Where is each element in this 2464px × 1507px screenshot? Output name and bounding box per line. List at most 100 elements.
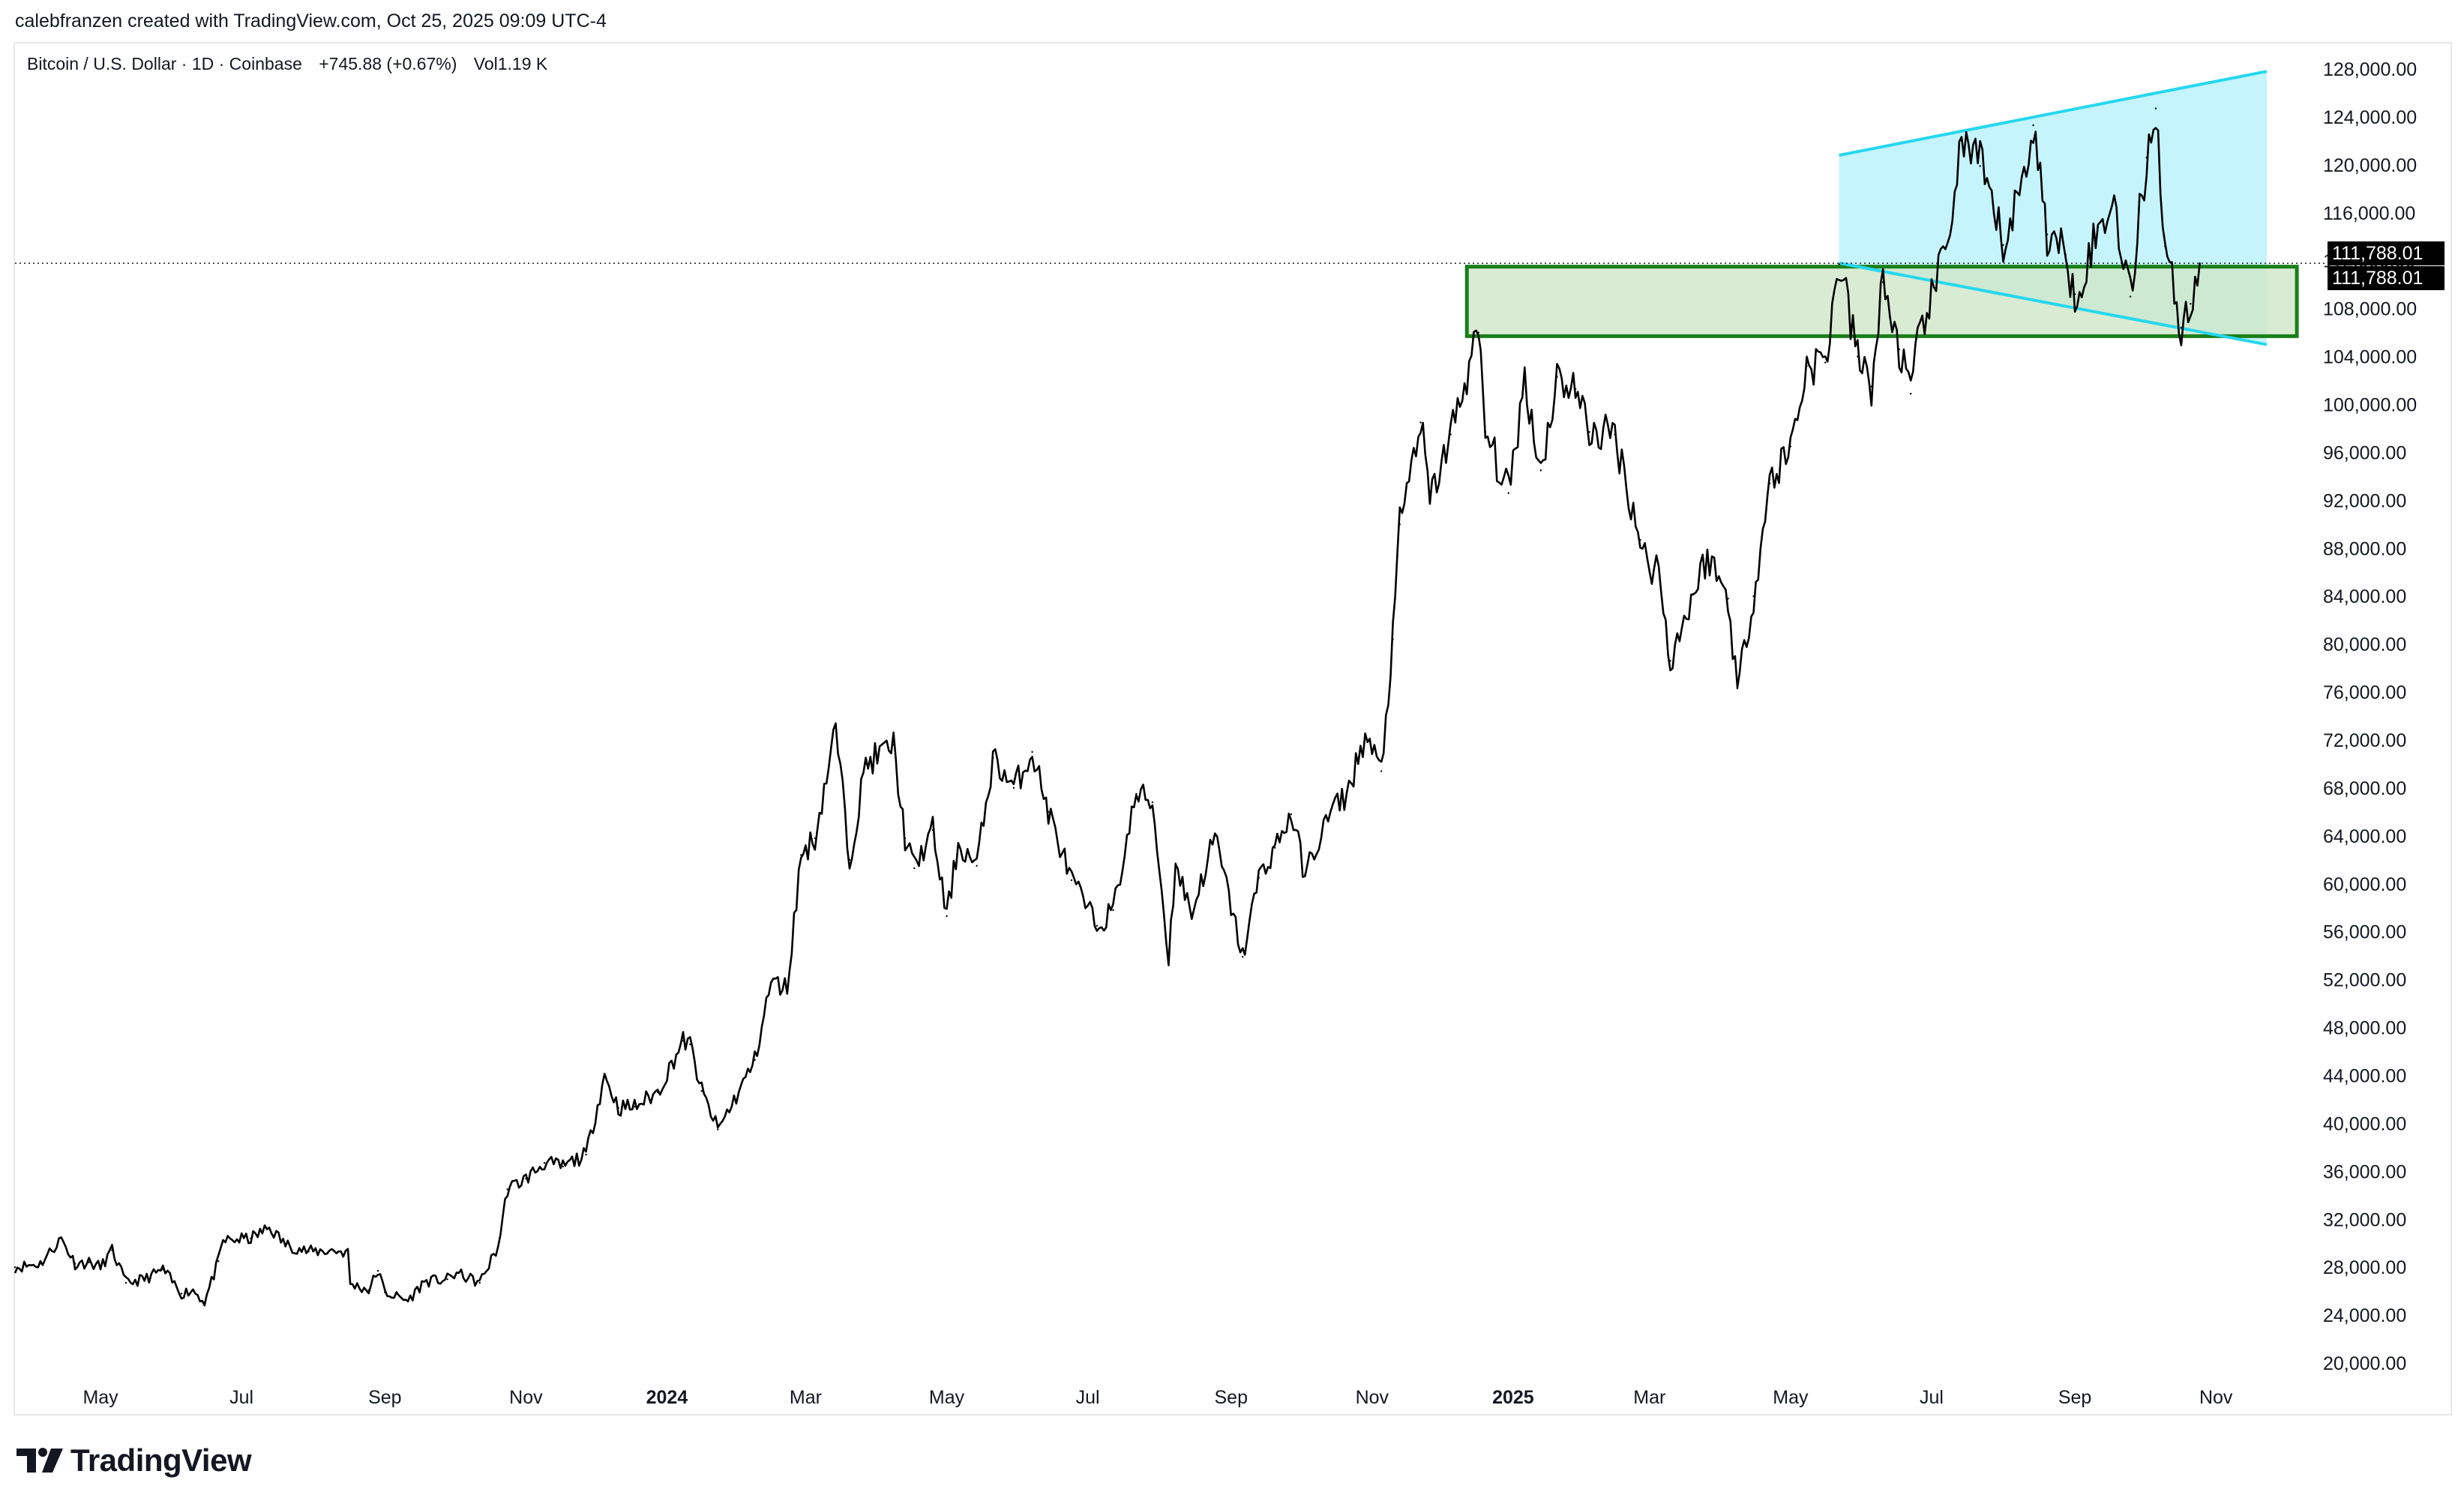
price-point: [1806, 365, 1808, 367]
price-point: [1870, 385, 1872, 388]
price-point: [913, 867, 916, 870]
price-point: [2180, 326, 2183, 329]
price-point: [1274, 846, 1276, 849]
price-point: [1953, 193, 1956, 196]
price-point: [1979, 165, 1981, 167]
tradingview-logo-icon: [16, 1448, 63, 1473]
price-point: [192, 1289, 194, 1291]
price-point: [1727, 598, 1729, 600]
price-point: [446, 1278, 448, 1281]
price-point: [1921, 318, 1923, 321]
price-axis-label: 104,000.00: [2323, 347, 2417, 368]
price-point: [39, 1263, 42, 1265]
last-price-labels: 111,788.01 111,788.01: [2328, 241, 2445, 290]
time-axis-label: 2025: [1492, 1387, 1534, 1408]
price-point: [1881, 281, 1884, 283]
price-point: [1539, 469, 1542, 472]
price-point: [376, 1269, 379, 1272]
price-point: [1838, 263, 1840, 265]
price-point: [143, 1278, 145, 1281]
price-point: [1752, 595, 1755, 598]
price-point: [991, 756, 994, 759]
tradingview-logo[interactable]: TradingView: [16, 1443, 252, 1479]
price-point: [13, 1266, 16, 1269]
price-point: [1096, 924, 1099, 927]
time-axis: May Jul Sep Nov 2024 Mar May Jul Sep Nov 2025 Mar Ma…: [82, 1387, 2232, 1408]
price-point: [1047, 810, 1050, 813]
symbol-name[interactable]: Bitcoin / U.S. Dollar · 1D · Coinbase: [27, 54, 302, 73]
price-axis-label: 60,000.00: [2323, 874, 2406, 895]
price-point: [1639, 538, 1641, 541]
time-axis-label: Sep: [368, 1387, 401, 1408]
price-point: [284, 1243, 286, 1246]
price-point: [1012, 786, 1015, 789]
last-price-label-1: 111,788.01: [2332, 243, 2423, 264]
price-axis-label: 20,000.00: [2323, 1353, 2406, 1374]
price-point: [562, 1165, 564, 1168]
price-point: [604, 1074, 606, 1077]
price-point: [367, 1289, 370, 1291]
price-axis-label: 52,000.00: [2323, 970, 2406, 991]
price-point: [203, 1301, 206, 1303]
time-axis-label: Jul: [1076, 1387, 1100, 1408]
price-point: [99, 1266, 102, 1269]
time-axis-label: Mar: [1633, 1387, 1665, 1408]
price-point: [835, 727, 837, 730]
price-axis-label: 88,000.00: [2323, 538, 2406, 559]
symbol-info: Bitcoin / U.S. Dollar · 1D · Coinbase +7…: [27, 54, 559, 74]
price-point: [717, 1128, 719, 1131]
price-point: [88, 1261, 90, 1263]
price-point: [1213, 834, 1216, 837]
price-point: [307, 1251, 310, 1253]
time-axis-label: Sep: [1215, 1387, 1248, 1408]
price-point: [423, 1281, 425, 1283]
price-point: [1070, 879, 1073, 882]
price-point: [1507, 492, 1509, 494]
overlay-layer: [15, 70, 2325, 346]
price-point: [1304, 873, 1306, 876]
price-axis-label: 72,000.00: [2323, 730, 2406, 751]
price-axis-label: 36,000.00: [2323, 1161, 2406, 1182]
price-point: [2113, 198, 2115, 201]
price-point: [111, 1249, 113, 1252]
price-point: [769, 981, 772, 984]
price-axis-label: 128,000.00: [2323, 59, 2417, 80]
price-point: [1345, 794, 1348, 796]
price-point: [865, 762, 867, 765]
price-axis-label: 84,000.00: [2323, 586, 2406, 607]
price-point: [497, 1245, 499, 1248]
price-point: [800, 854, 802, 856]
price-axis-label: 48,000.00: [2323, 1018, 2406, 1039]
price-axis-label: 116,000.00: [2323, 203, 2415, 224]
price-point: [2094, 237, 2097, 239]
price-point: [1398, 523, 1401, 526]
price-axis-label: 24,000.00: [2323, 1305, 2406, 1326]
time-axis-label: Nov: [2199, 1387, 2233, 1408]
time-axis-label: Jul: [1920, 1387, 1944, 1408]
price-point: [217, 1260, 220, 1263]
price-point: [1449, 433, 1452, 436]
price-axis-label: 80,000.00: [2323, 634, 2406, 655]
price-point: [1174, 862, 1177, 864]
price-point: [1898, 348, 1900, 351]
time-axis-label: Nov: [1356, 1387, 1389, 1408]
price-point: [525, 1177, 527, 1180]
price-point: [250, 1237, 252, 1240]
price-point: [478, 1281, 481, 1284]
price-point: [1614, 433, 1616, 436]
price-point: [1257, 876, 1260, 879]
price-point: [1574, 388, 1577, 390]
price-point: [754, 1059, 756, 1061]
channel-upper-line[interactable]: [1839, 70, 2268, 157]
price-axis-label: 32,000.00: [2323, 1209, 2406, 1230]
price-point: [406, 1299, 409, 1302]
price-point: [180, 1293, 183, 1295]
channel-lower-line[interactable]: [1839, 261, 2268, 346]
last-price-label-2: 111,788.01: [2332, 268, 2423, 289]
price-point: [1648, 571, 1650, 574]
price-point: [1588, 431, 1590, 433]
price-point: [2164, 245, 2166, 247]
price-point: [1789, 445, 1792, 448]
price-point: [60, 1237, 62, 1240]
